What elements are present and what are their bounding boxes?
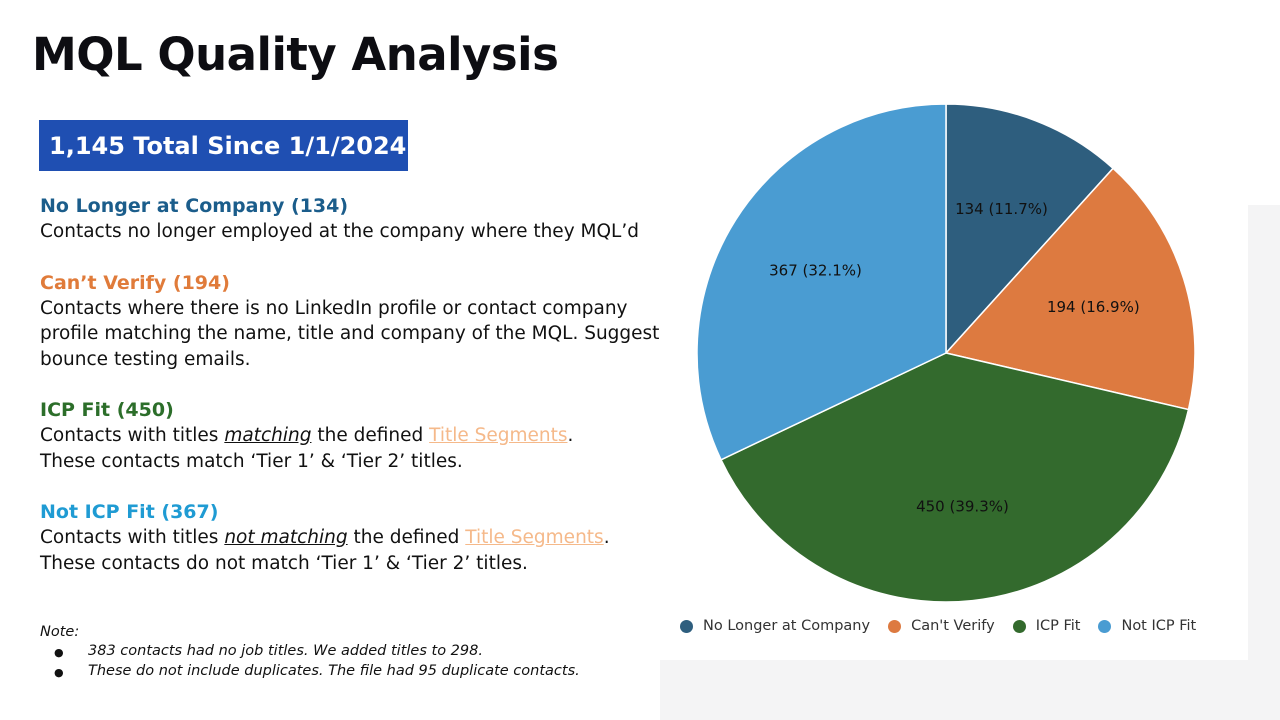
legend-item-not-icp-fit: Not ICP Fit: [1098, 618, 1196, 634]
legend-dot-icon: [680, 619, 693, 633]
page-title: MQL Quality Analysis: [32, 28, 559, 81]
slice-label-not-icp-fit: 367 (32.1%): [769, 261, 862, 279]
background-shape: [660, 660, 1280, 720]
slice-label-cant-verify: 194 (16.9%): [1047, 298, 1140, 316]
desc-text: the defined: [311, 425, 430, 446]
category-not-icp-fit: Not ICP Fit (367) Contacts with titles n…: [40, 499, 680, 576]
background-shape: [1248, 205, 1280, 720]
desc-text: These contacts do not match ‘Tier 1’ & ‘…: [40, 552, 528, 574]
category-description: Contacts with titles matching the define…: [40, 423, 680, 474]
legend-label: ICP Fit: [1035, 618, 1081, 634]
desc-text: .: [603, 527, 610, 548]
legend-label: Can't Verify: [911, 618, 995, 634]
legend-item-no-longer-at-company: No Longer at Company: [680, 618, 870, 634]
legend-dot-icon: [1098, 619, 1112, 633]
desc-text: the defined: [347, 527, 466, 548]
title-segments-link[interactable]: Title Segments: [429, 425, 568, 446]
pie-chart: 134 (11.7%) 194 (16.9%) 450 (39.3%) 367 (32…: [690, 100, 1250, 660]
note: Note: 383 contacts had no job titles. We…: [40, 624, 600, 683]
slice-label-icp-fit: 450 (39.3%): [916, 497, 1009, 515]
category-list: No Longer at Company (134) Contacts no l…: [40, 193, 680, 601]
chart-legend: No Longer at Company Can't Verify ICP Fit N…: [680, 618, 1214, 634]
desc-text: .: [567, 425, 574, 446]
pie-slice-icp-fit: [720, 352, 1190, 603]
category-description: Contacts with titles not matching the de…: [40, 525, 680, 576]
pie-slice-no-longer-at-company: [945, 103, 1115, 355]
category-title: No Longer at Company (134): [40, 195, 349, 217]
note-item: These do not include duplicates. The fil…: [54, 663, 600, 681]
desc-text: These contacts match ‘Tier 1’ & ‘Tier 2’…: [40, 450, 463, 472]
pie-slice-cant-verify: [944, 167, 1196, 411]
legend-dot-icon: [1012, 619, 1026, 633]
category-icp-fit: ICP Fit (450) Contacts with titles match…: [40, 397, 680, 474]
category-title: Not ICP Fit (367): [40, 501, 219, 523]
pie-slice-not-icp-fit: [696, 103, 947, 461]
title-segments-link[interactable]: Title Segments: [465, 527, 604, 548]
pie-chart-svg: 134 (11.7%) 194 (16.9%) 450 (39.3%) 367 (32…: [696, 103, 1196, 603]
legend-label: No Longer at Company: [703, 618, 871, 634]
category-description: Contacts where there is no LinkedIn prof…: [40, 297, 660, 370]
slice-label-no-longer-at-company: 134 (11.7%): [955, 200, 1048, 218]
note-label: Note:: [40, 624, 80, 640]
legend-item-icp-fit: ICP Fit: [1012, 618, 1081, 634]
legend-dot-icon: [888, 619, 902, 633]
legend-label: Not ICP Fit: [1121, 618, 1197, 634]
desc-emphasis: not matching: [224, 527, 348, 548]
legend-item-cant-verify: Can't Verify: [888, 618, 995, 634]
note-list: 383 contacts had no job titles. We added…: [40, 643, 600, 681]
desc-emphasis: matching: [224, 425, 312, 446]
category-cant-verify: Can’t Verify (194) Contacts where there …: [40, 270, 680, 373]
total-banner: 1,145 Total Since 1/1/2024: [39, 120, 408, 171]
note-item: 383 contacts had no job titles. We added…: [54, 643, 600, 661]
category-title: Can’t Verify (194): [40, 271, 230, 294]
category-title: ICP Fit (450): [40, 399, 174, 421]
desc-text: Contacts with titles: [40, 527, 225, 548]
desc-text: Contacts with titles: [40, 425, 225, 446]
category-description: Contacts no longer employed at the compa…: [40, 221, 639, 242]
category-no-longer-at-company: No Longer at Company (134) Contacts no l…: [40, 193, 680, 245]
